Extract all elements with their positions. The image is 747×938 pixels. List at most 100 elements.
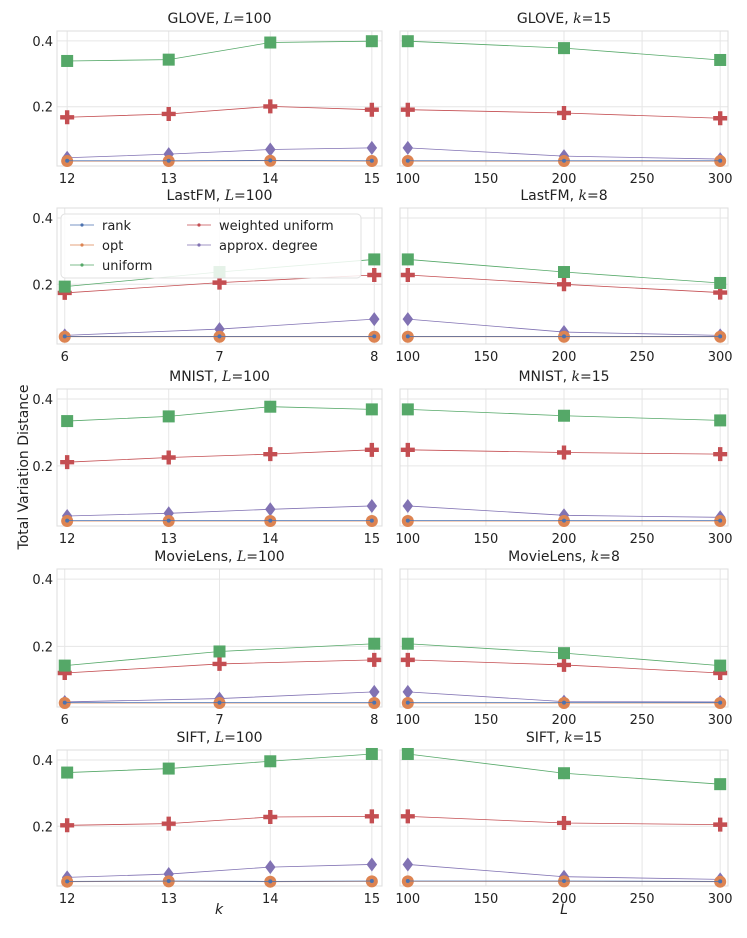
panel-movielens-k-8-point-uniform (402, 638, 414, 650)
panel-movielens-k-8-point-rank (562, 701, 566, 705)
panel-glove-l-100-xtick-label: 13 (160, 172, 177, 187)
figure-ylabel: Total Variation Distance (16, 385, 32, 551)
panel-glove-l-100-point-weighted-uniform (60, 110, 74, 124)
panel-sift-l-100-point-rank (268, 879, 272, 883)
panel-glove-l-100-point-uniform (264, 37, 276, 49)
legend-marker-weighted-uniform (197, 223, 200, 226)
panel-mnist-k-15-title: MNIST, k=15 (518, 369, 609, 385)
panel-sift-k-15-title: SIFT, k=15 (526, 730, 602, 746)
panel-movielens-k-8-title-value: =8 (599, 549, 620, 565)
panel-glove-l-100-title-value: =100 (233, 11, 271, 27)
panel-lastfm-l-100-title: LastFM, L=100 (167, 188, 273, 204)
panel-movielens-k-8-point-rank (718, 701, 722, 705)
panel-movielens-l-100-point-weighted-uniform (213, 657, 227, 671)
panel-lastfm-k-8-xtick-label: 150 (473, 350, 498, 365)
panel-mnist-k-15-point-rank (406, 519, 410, 523)
panel-movielens-l-100-title-var: L (236, 549, 246, 565)
panel-mnist-l-100-point-weighted-uniform (365, 443, 379, 457)
panel-movielens-l-100-xtick-label: 7 (215, 713, 223, 728)
panel-sift-k-15-xtick-label: 250 (630, 892, 655, 907)
panel-sift-k-15-point-uniform (402, 748, 414, 760)
panel-mnist-l-100-point-uniform (366, 403, 378, 415)
panel-mnist-k-15-xtick-label: 100 (395, 532, 420, 547)
panel-glove-l-100-point-weighted-uniform (263, 99, 277, 113)
panel-sift-l-100-xtick-label: 12 (59, 892, 76, 907)
panel-movielens-l-100-point-rank (218, 701, 222, 705)
panel-sift-l-100-point-approx-degree (265, 860, 276, 874)
panel-mnist-l-100-series-rank (65, 519, 374, 523)
panel-mnist-l-100-xtick-label: 13 (160, 532, 177, 547)
panel-mnist-k-15-title-value: =15 (580, 369, 610, 385)
panel-glove-k-15-point-uniform (402, 35, 414, 47)
panel-lastfm-l-100-xtick-label: 6 (61, 350, 69, 365)
panel-lastfm-k-8-title-var: k (579, 188, 587, 204)
panel-mnist-l-100-title-value: =100 (231, 369, 269, 385)
panel-glove-l-100-point-uniform (366, 35, 378, 47)
panel-sift-l-100-point-weighted-uniform (60, 818, 74, 832)
panel-mnist-l-100-point-weighted-uniform (263, 447, 277, 461)
panel-movielens-k-8-series-rank (406, 701, 722, 705)
panel-sift-l-100-point-weighted-uniform (365, 809, 379, 823)
panel-movielens-k-8-title-var: k (591, 549, 599, 565)
panel-mnist-k-15-point-weighted-uniform (557, 445, 571, 459)
panel-movielens-k-8-point-uniform (558, 647, 570, 659)
panel-lastfm-k-8-point-uniform (714, 277, 726, 289)
panel-movielens-l-100-point-approx-degree (369, 685, 380, 699)
panel-sift-l-100-point-approx-degree (367, 857, 378, 871)
panel-mnist-k-15-xtick-label: 300 (708, 532, 733, 547)
panel-lastfm-l-100-xtick-label: 7 (215, 350, 223, 365)
panel-lastfm-l-100-xtick-label: 8 (370, 350, 378, 365)
panel-sift-l-100-ytick-label: 0.2 (32, 820, 53, 835)
panel-glove-l-100-ytick-label: 0.4 (32, 35, 53, 50)
panel-glove-l-100-point-uniform (61, 55, 73, 67)
panel-sift-l-100-series-weighted-uniform (60, 809, 379, 832)
panel-mnist-k-15-point-uniform (558, 410, 570, 422)
panel-mnist-l-100-xtick-label: 14 (262, 532, 279, 547)
panel-mnist-k-15-xtick-label: 150 (473, 532, 498, 547)
panel-glove-k-15-xtick-label: 200 (552, 172, 577, 187)
panel-movielens-k-8-xtick-label: 150 (473, 713, 498, 728)
panel-lastfm-k-8-title-value: =8 (587, 188, 608, 204)
panel-mnist-k-15-point-uniform (402, 403, 414, 415)
panel-glove-k-15-point-rank (562, 159, 566, 163)
panel-glove-k-15-title-var: k (573, 11, 581, 27)
panel-movielens-k-8-xtick-label: 200 (552, 713, 577, 728)
panel-sift-l-100-point-rank (370, 879, 374, 883)
panel-sift-l-100-point-weighted-uniform (162, 817, 176, 831)
panel-lastfm-k-8-title-prefix: LastFM, (520, 188, 578, 204)
panel-lastfm-l-100-ytick-label: 0.2 (32, 278, 53, 293)
panel-sift-l-100-point-rank (65, 879, 69, 883)
panel-sift-l-100-title-prefix: SIFT, (176, 730, 214, 746)
panel-mnist-l-100-line-weighted-uniform (67, 450, 372, 462)
panel-glove-k-15-point-uniform (714, 54, 726, 66)
panel-mnist-l-100-series-approx-degree (62, 499, 377, 523)
panel-sift-l-100-line-approx-degree (67, 864, 372, 877)
panel-mnist-l-100-ytick-label: 0.4 (32, 393, 53, 408)
panel-sift-k-15-point-uniform (714, 778, 726, 790)
figure-xlabel-left: k (215, 902, 224, 918)
panel-mnist-l-100-line-approx-degree (67, 506, 372, 516)
panel-mnist-k-15-xtick-label: 250 (630, 532, 655, 547)
panel-mnist-l-100-line-uniform (67, 407, 372, 421)
panel-mnist-l-100-title-prefix: MNIST, (169, 369, 222, 385)
panel-sift-k-15-title-prefix: SIFT, (526, 730, 564, 746)
legend-label-approx-degree: approx. degree (219, 239, 318, 254)
panel-sift-l-100-point-rank (167, 879, 171, 883)
panel-lastfm-k-8-series-rank (406, 334, 722, 338)
panel-lastfm-k-8-point-rank (562, 334, 566, 338)
panel-glove-k-15-xtick-label: 300 (708, 172, 733, 187)
panel-sift-k-15-series-rank (406, 879, 722, 883)
panel-glove-l-100-xtick-label: 12 (59, 172, 76, 187)
panel-glove-l-100-xtick-label: 14 (262, 172, 279, 187)
panel-mnist-k-15-series-weighted-uniform (401, 443, 727, 461)
panel-glove-l-100-line-uniform (67, 41, 372, 61)
panel-movielens-l-100-point-rank (63, 701, 67, 705)
